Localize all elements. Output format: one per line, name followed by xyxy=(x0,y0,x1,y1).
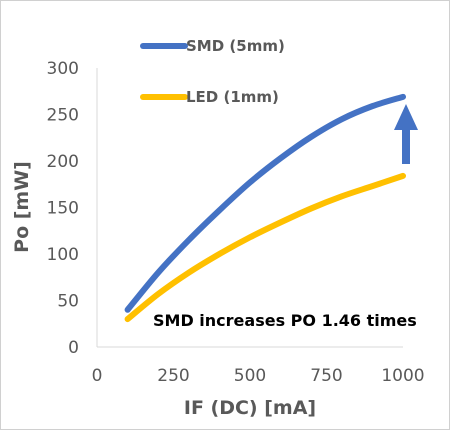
y-tick-label: 250 xyxy=(47,106,79,126)
series-line-led xyxy=(124,172,406,323)
x-tick-label: 250 xyxy=(157,366,189,386)
x-tick-label: 0 xyxy=(92,366,103,386)
legend: SMD (5mm) LED (1mm) xyxy=(140,37,285,106)
y-tick-label: 50 xyxy=(57,292,79,312)
series-layer xyxy=(124,93,406,323)
y-axis-title: Po [mW] xyxy=(11,161,33,253)
y-tick-label: 300 xyxy=(47,59,79,79)
increase-arrow-icon xyxy=(394,104,418,164)
legend-label-smd: SMD (5mm) xyxy=(186,37,285,55)
series-line-smd xyxy=(124,93,406,313)
y-tick-label: 200 xyxy=(47,152,79,172)
legend-label-led: LED (1mm) xyxy=(186,88,279,106)
x-axis-title: IF (DC) [mA] xyxy=(184,397,316,419)
x-tick-label: 750 xyxy=(310,366,342,386)
x-tick-label: 1000 xyxy=(381,366,424,386)
y-tick-label: 0 xyxy=(68,338,79,358)
y-tick-labels: 0 50 100 150 200 250 300 xyxy=(47,59,79,358)
y-tick-label: 150 xyxy=(47,199,79,219)
y-tick-label: 100 xyxy=(47,245,79,265)
x-tick-labels: 0 250 500 750 1000 xyxy=(92,366,425,386)
x-tick-label: 500 xyxy=(234,366,266,386)
annotation-text: SMD increases PO 1.46 times xyxy=(153,311,417,330)
